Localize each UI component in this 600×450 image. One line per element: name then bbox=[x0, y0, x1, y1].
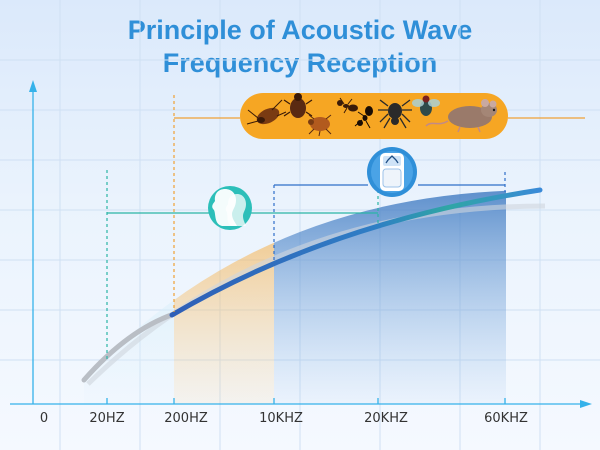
tick-60khz: 60KHZ bbox=[484, 411, 528, 426]
fly-icon bbox=[412, 95, 440, 116]
beetle-icon bbox=[283, 93, 313, 118]
tick-200hz: 200HZ bbox=[164, 411, 208, 426]
curve-grey bbox=[81, 311, 177, 383]
tick-20hz: 20HZ bbox=[89, 411, 124, 426]
ant-icon bbox=[354, 106, 373, 129]
tick-20khz: 20KHZ bbox=[364, 411, 408, 426]
tick-origin: 0 bbox=[40, 411, 48, 426]
human-heads-icon bbox=[208, 186, 252, 230]
bedbug-icon bbox=[308, 114, 332, 137]
tick-10khz: 10KHZ bbox=[259, 411, 303, 426]
cockroach-icon bbox=[246, 99, 287, 125]
spider-icon bbox=[378, 99, 412, 129]
axes bbox=[10, 80, 592, 408]
tick-labels: 0 20HZ 200HZ 10KHZ 20KHZ 60KHZ bbox=[40, 411, 528, 426]
y-axis-arrow bbox=[29, 80, 37, 92]
curve-shadow bbox=[86, 203, 546, 386]
ant-icon bbox=[337, 97, 358, 114]
frequency-curve bbox=[169, 187, 543, 318]
area-fills bbox=[84, 190, 506, 404]
range-guides bbox=[106, 95, 585, 360]
x-axis-arrow bbox=[580, 400, 592, 408]
pest-bar bbox=[240, 93, 508, 139]
ultrasonic-repeller-icon bbox=[367, 147, 417, 197]
mouse-icon bbox=[425, 99, 497, 133]
